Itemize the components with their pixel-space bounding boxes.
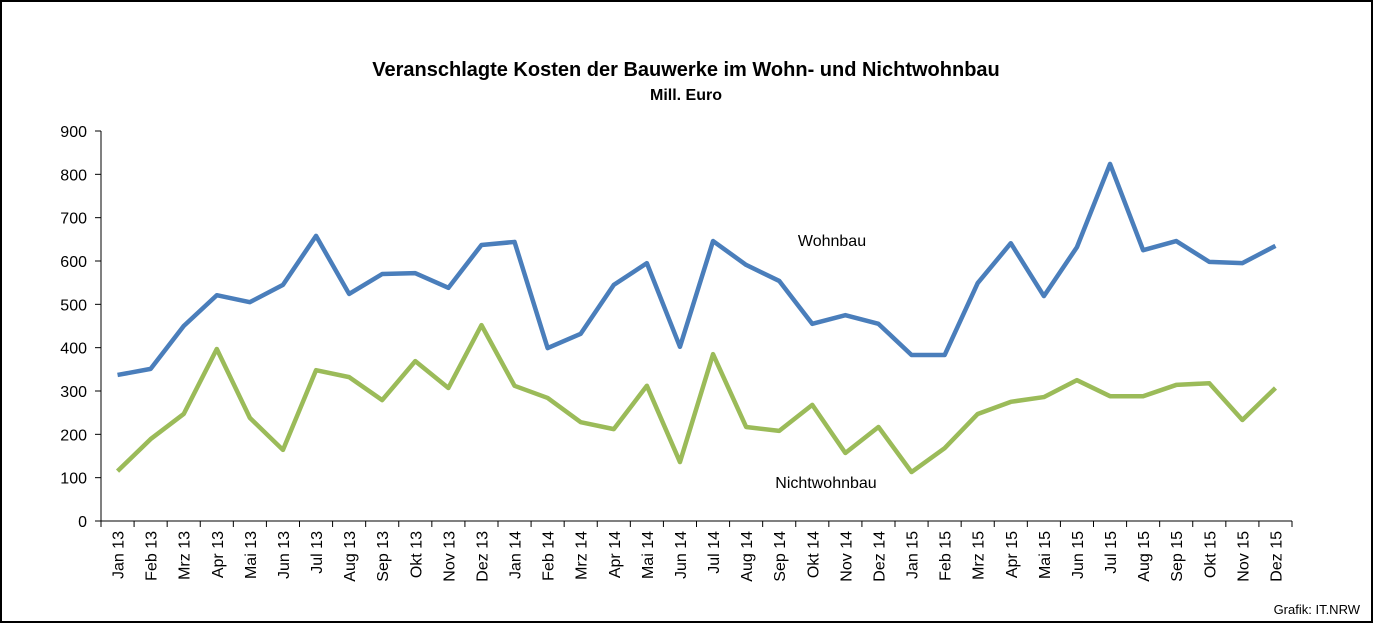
x-tick-label: Okt 13 — [408, 531, 425, 578]
x-tick-label: Mai 13 — [243, 531, 260, 579]
source-note: Grafik: IT.NRW — [1274, 602, 1361, 617]
x-tick-label: Jun 15 — [1070, 531, 1087, 579]
y-tick-label: 100 — [60, 471, 87, 488]
y-tick-label: 800 — [60, 167, 87, 184]
x-tick-label: Apr 15 — [1004, 531, 1021, 578]
x-tick-label: Mai 14 — [640, 531, 657, 579]
chart-subtitle: Mill. Euro — [650, 87, 722, 104]
x-tick-label: Jul 13 — [309, 531, 326, 574]
x-tick-label: Nov 15 — [1235, 531, 1252, 582]
series-line — [115, 322, 1278, 475]
x-tick-label: Aug 13 — [342, 531, 359, 582]
x-tick-label: Sep 14 — [772, 531, 789, 582]
series-line — [117, 161, 1277, 378]
x-tick-label: Sep 15 — [1169, 531, 1186, 582]
x-tick-label: Dez 13 — [474, 531, 491, 582]
x-tick-label: Jul 14 — [706, 531, 723, 574]
x-tick-label: Okt 14 — [805, 531, 822, 578]
x-tick-label: Feb 14 — [541, 531, 558, 581]
x-tick-label: Nov 14 — [838, 531, 855, 582]
x-tick-label: Dez 15 — [1268, 531, 1285, 582]
x-tick-label: Sep 13 — [375, 531, 392, 582]
y-tick-label: 0 — [78, 514, 87, 531]
x-tick-label: Jan 14 — [508, 531, 525, 579]
x-tick-label: Jun 13 — [276, 531, 293, 579]
y-tick-label: 900 — [60, 124, 87, 141]
x-tick-label: Okt 15 — [1202, 531, 1219, 578]
series-label: Wohnbau — [798, 233, 866, 250]
x-tick-label: Mrz 13 — [177, 531, 194, 580]
x-tick-label: Jul 15 — [1103, 531, 1120, 574]
x-tick-label: Apr 13 — [210, 531, 227, 578]
y-tick-label: 700 — [60, 211, 87, 228]
y-tick-label: 200 — [60, 427, 87, 444]
x-tick-label: Jan 15 — [905, 531, 922, 579]
x-tick-label: Feb 15 — [938, 531, 955, 581]
x-tick-label: Mrz 15 — [971, 531, 988, 580]
x-tick-label: Dez 14 — [871, 531, 888, 582]
x-tick-label: Aug 14 — [739, 531, 756, 582]
x-tick-label: Apr 14 — [607, 531, 624, 578]
series-label: Nichtwohnbau — [775, 475, 876, 492]
y-tick-label: 500 — [60, 297, 87, 314]
x-tick-label: Mrz 14 — [574, 531, 591, 580]
x-tick-label: Mai 15 — [1037, 531, 1054, 579]
x-tick-label: Nov 13 — [441, 531, 458, 582]
x-tick-label: Jan 13 — [111, 531, 128, 579]
x-tick-label: Aug 15 — [1136, 531, 1153, 582]
x-tick-label: Jun 14 — [673, 531, 690, 579]
y-tick-label: 600 — [60, 254, 87, 271]
y-tick-label: 300 — [60, 384, 87, 401]
y-tick-label: 400 — [60, 341, 87, 358]
x-tick-label: Feb 13 — [144, 531, 161, 581]
chart-title: Veranschlagte Kosten der Bauwerke im Woh… — [372, 59, 1000, 81]
